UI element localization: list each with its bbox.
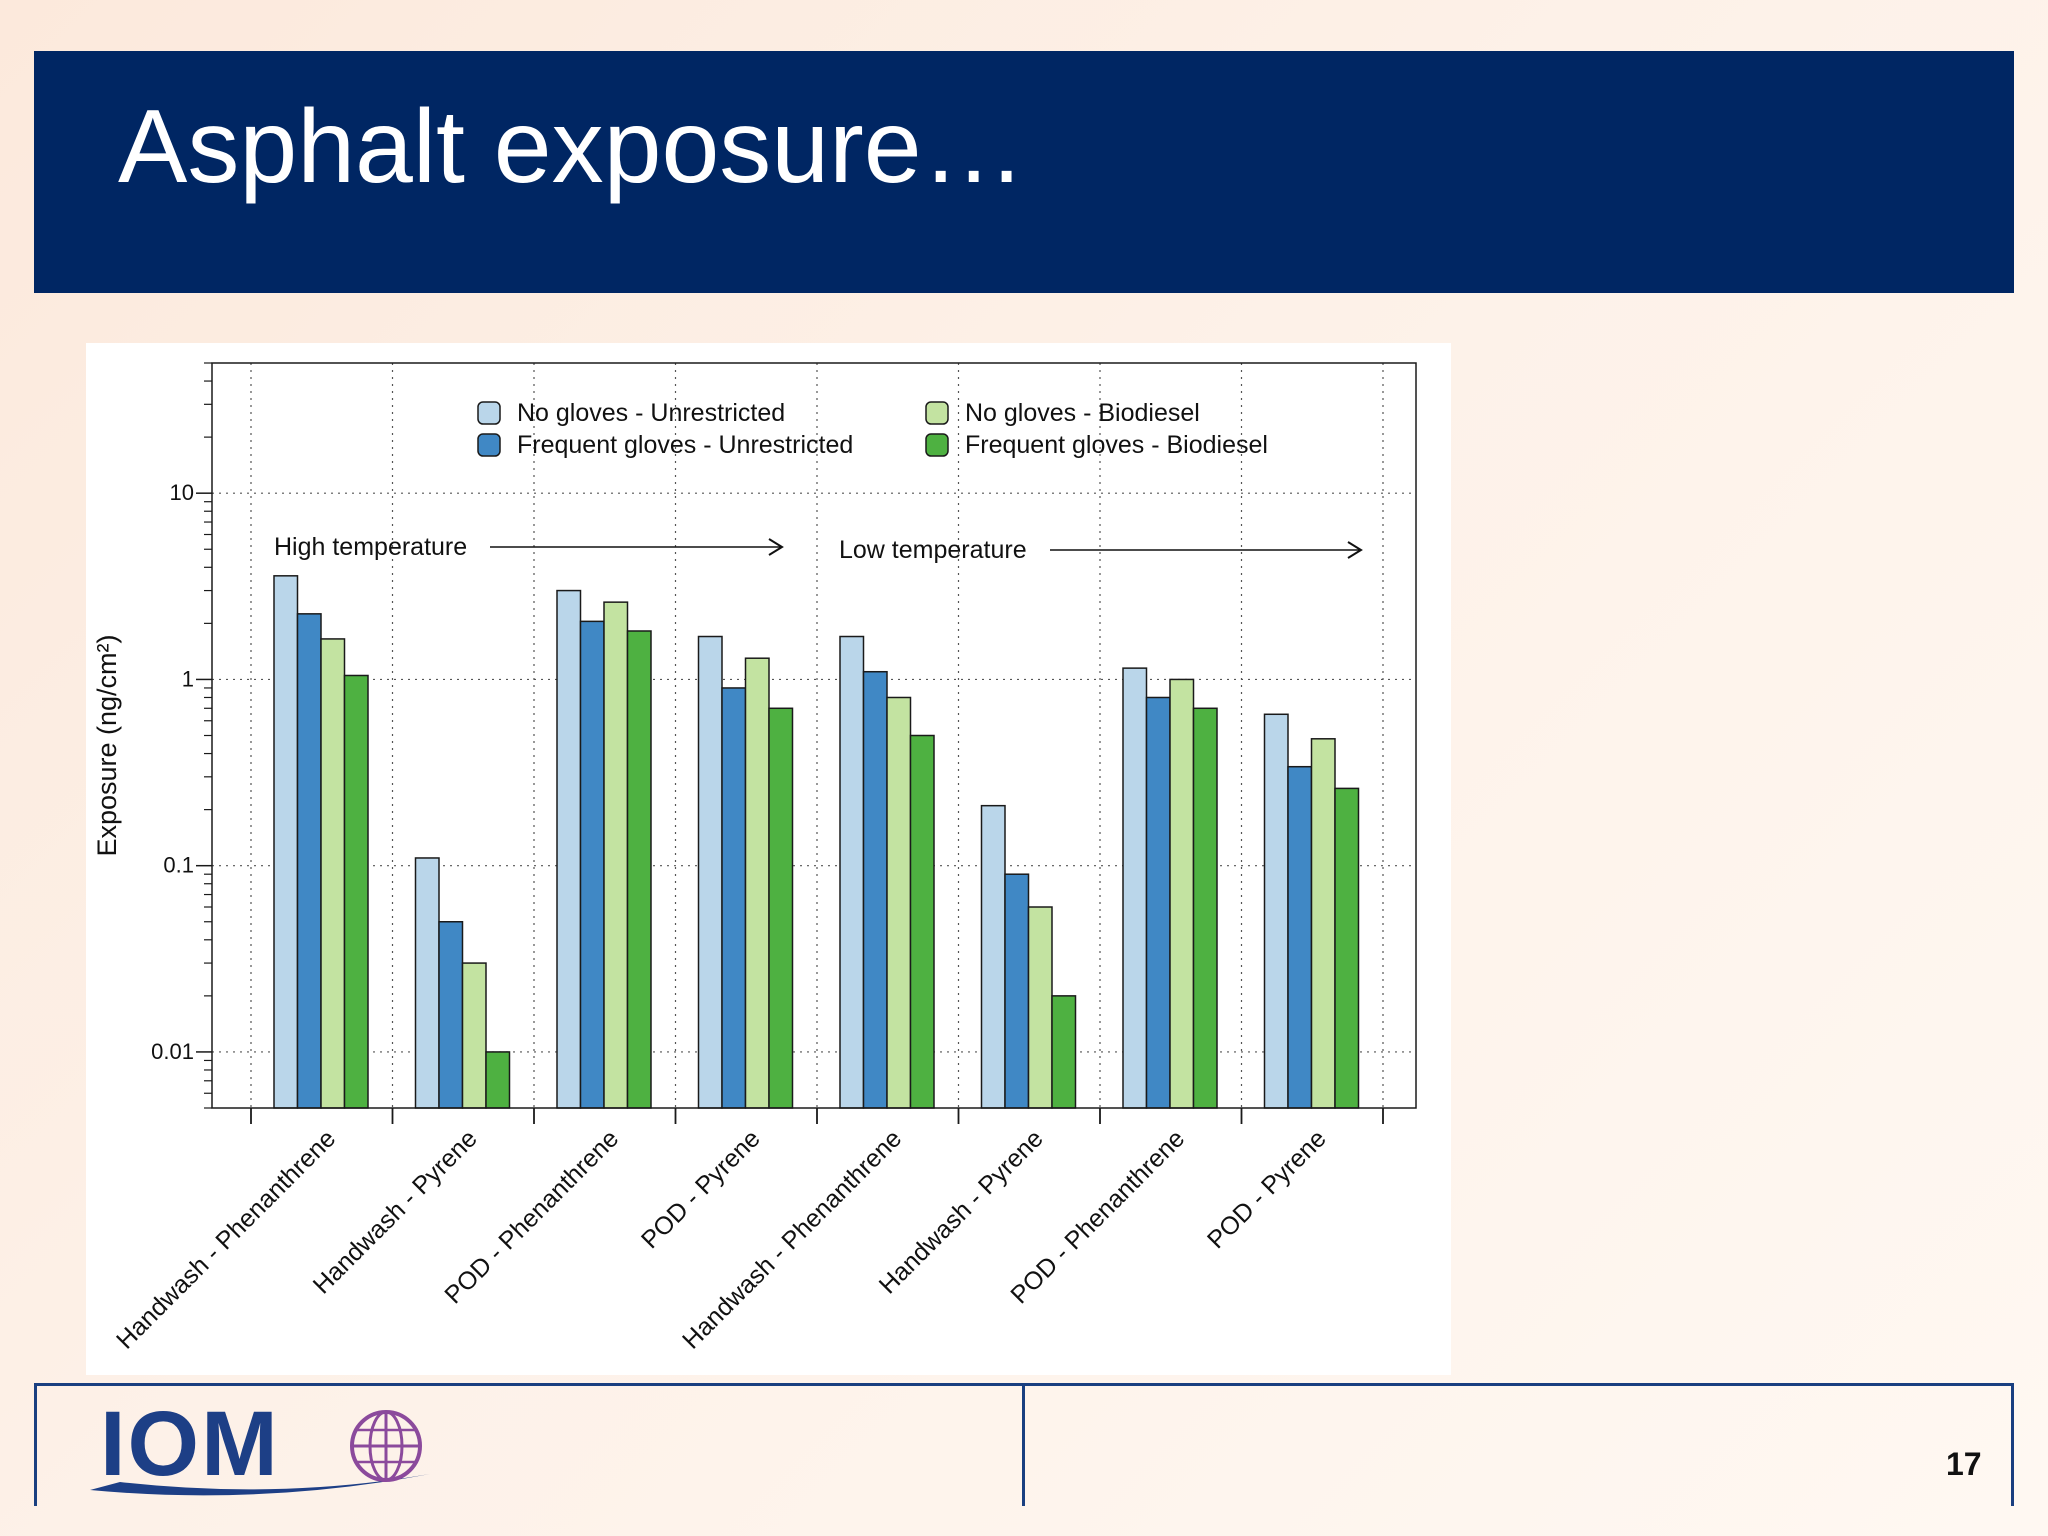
annotation-label: Low temperature xyxy=(839,536,1027,564)
legend-label: No gloves - Biodiesel xyxy=(965,399,1200,427)
arrow-icon xyxy=(1347,541,1363,559)
legend-layer: No gloves - Unrestricted Frequent gloves … xyxy=(477,399,1268,459)
iom-logo xyxy=(90,1410,430,1496)
bar xyxy=(1287,765,1313,1109)
bar xyxy=(343,674,369,1109)
bar xyxy=(1169,678,1195,1109)
x-category-label: POD - Pyrene xyxy=(636,1124,766,1254)
logo-text: IOM xyxy=(100,1393,280,1495)
bar xyxy=(909,734,935,1109)
legend-label: Frequent gloves - Biodiesel xyxy=(965,431,1268,459)
page-number: 17 xyxy=(1946,1446,1982,1482)
bar xyxy=(461,962,487,1109)
bar xyxy=(320,638,346,1109)
arrow-icon xyxy=(768,538,784,556)
globe-icon xyxy=(350,1410,422,1482)
y-tick-label: 0.01 xyxy=(151,1039,194,1064)
x-category-label: Handwash - Phenanthrene xyxy=(111,1124,341,1354)
chart-panel: 0.01 0.1 1 10 Exposure (ng/cm²) Handwash - Ph… xyxy=(86,343,1451,1375)
y-axis-label: Exposure (ng/cm²) xyxy=(92,634,122,856)
footer xyxy=(34,1383,2014,1506)
title-bar xyxy=(34,51,2014,293)
bar xyxy=(839,635,865,1109)
bar xyxy=(1334,787,1360,1109)
y-tick-label: 10 xyxy=(170,480,194,505)
exposure-bar-chart: 0.01 0.1 1 10 Exposure (ng/cm²) Handwash - Ph… xyxy=(92,362,1417,1355)
bar xyxy=(438,921,464,1109)
bar xyxy=(1122,667,1148,1109)
bar xyxy=(1004,873,1030,1109)
bar xyxy=(1263,713,1289,1109)
bar xyxy=(626,630,652,1109)
annotation-label: High temperature xyxy=(274,533,467,561)
bar xyxy=(862,670,888,1109)
bar xyxy=(485,1051,511,1109)
bar xyxy=(1310,738,1336,1109)
legend-swatch xyxy=(925,401,949,425)
legend-label: Frequent gloves - Unrestricted xyxy=(517,431,853,459)
bar xyxy=(886,696,912,1109)
grid-layer xyxy=(212,363,1416,1108)
legend-swatch xyxy=(477,401,501,425)
footer-divider xyxy=(1022,1386,1025,1506)
bar xyxy=(414,857,440,1109)
footer-right-border xyxy=(2011,1386,2014,1506)
bar xyxy=(744,657,770,1109)
bars-layer xyxy=(273,575,1360,1109)
bar xyxy=(980,804,1006,1109)
legend-swatch xyxy=(477,433,501,457)
bar xyxy=(1051,995,1077,1109)
bar xyxy=(697,635,723,1109)
bar xyxy=(603,601,629,1109)
bar xyxy=(296,613,322,1109)
slide-title: Asphalt exposure… xyxy=(118,89,1026,205)
y-tick-label: 0.1 xyxy=(163,853,194,878)
legend-label: No gloves - Unrestricted xyxy=(517,399,785,427)
x-category-label: POD - Pyrene xyxy=(1202,1124,1332,1254)
bar xyxy=(556,589,582,1109)
bar xyxy=(579,620,605,1109)
bar xyxy=(1192,707,1218,1109)
annotation-layer: High temperature Low temperature xyxy=(274,533,1363,564)
bar xyxy=(721,687,747,1109)
bar xyxy=(1145,696,1171,1109)
y-tick-label: 1 xyxy=(182,666,194,691)
bar xyxy=(273,575,299,1109)
legend-swatch xyxy=(925,433,949,457)
bar xyxy=(768,707,794,1109)
footer-left-border xyxy=(34,1386,37,1506)
bar xyxy=(1027,906,1053,1109)
